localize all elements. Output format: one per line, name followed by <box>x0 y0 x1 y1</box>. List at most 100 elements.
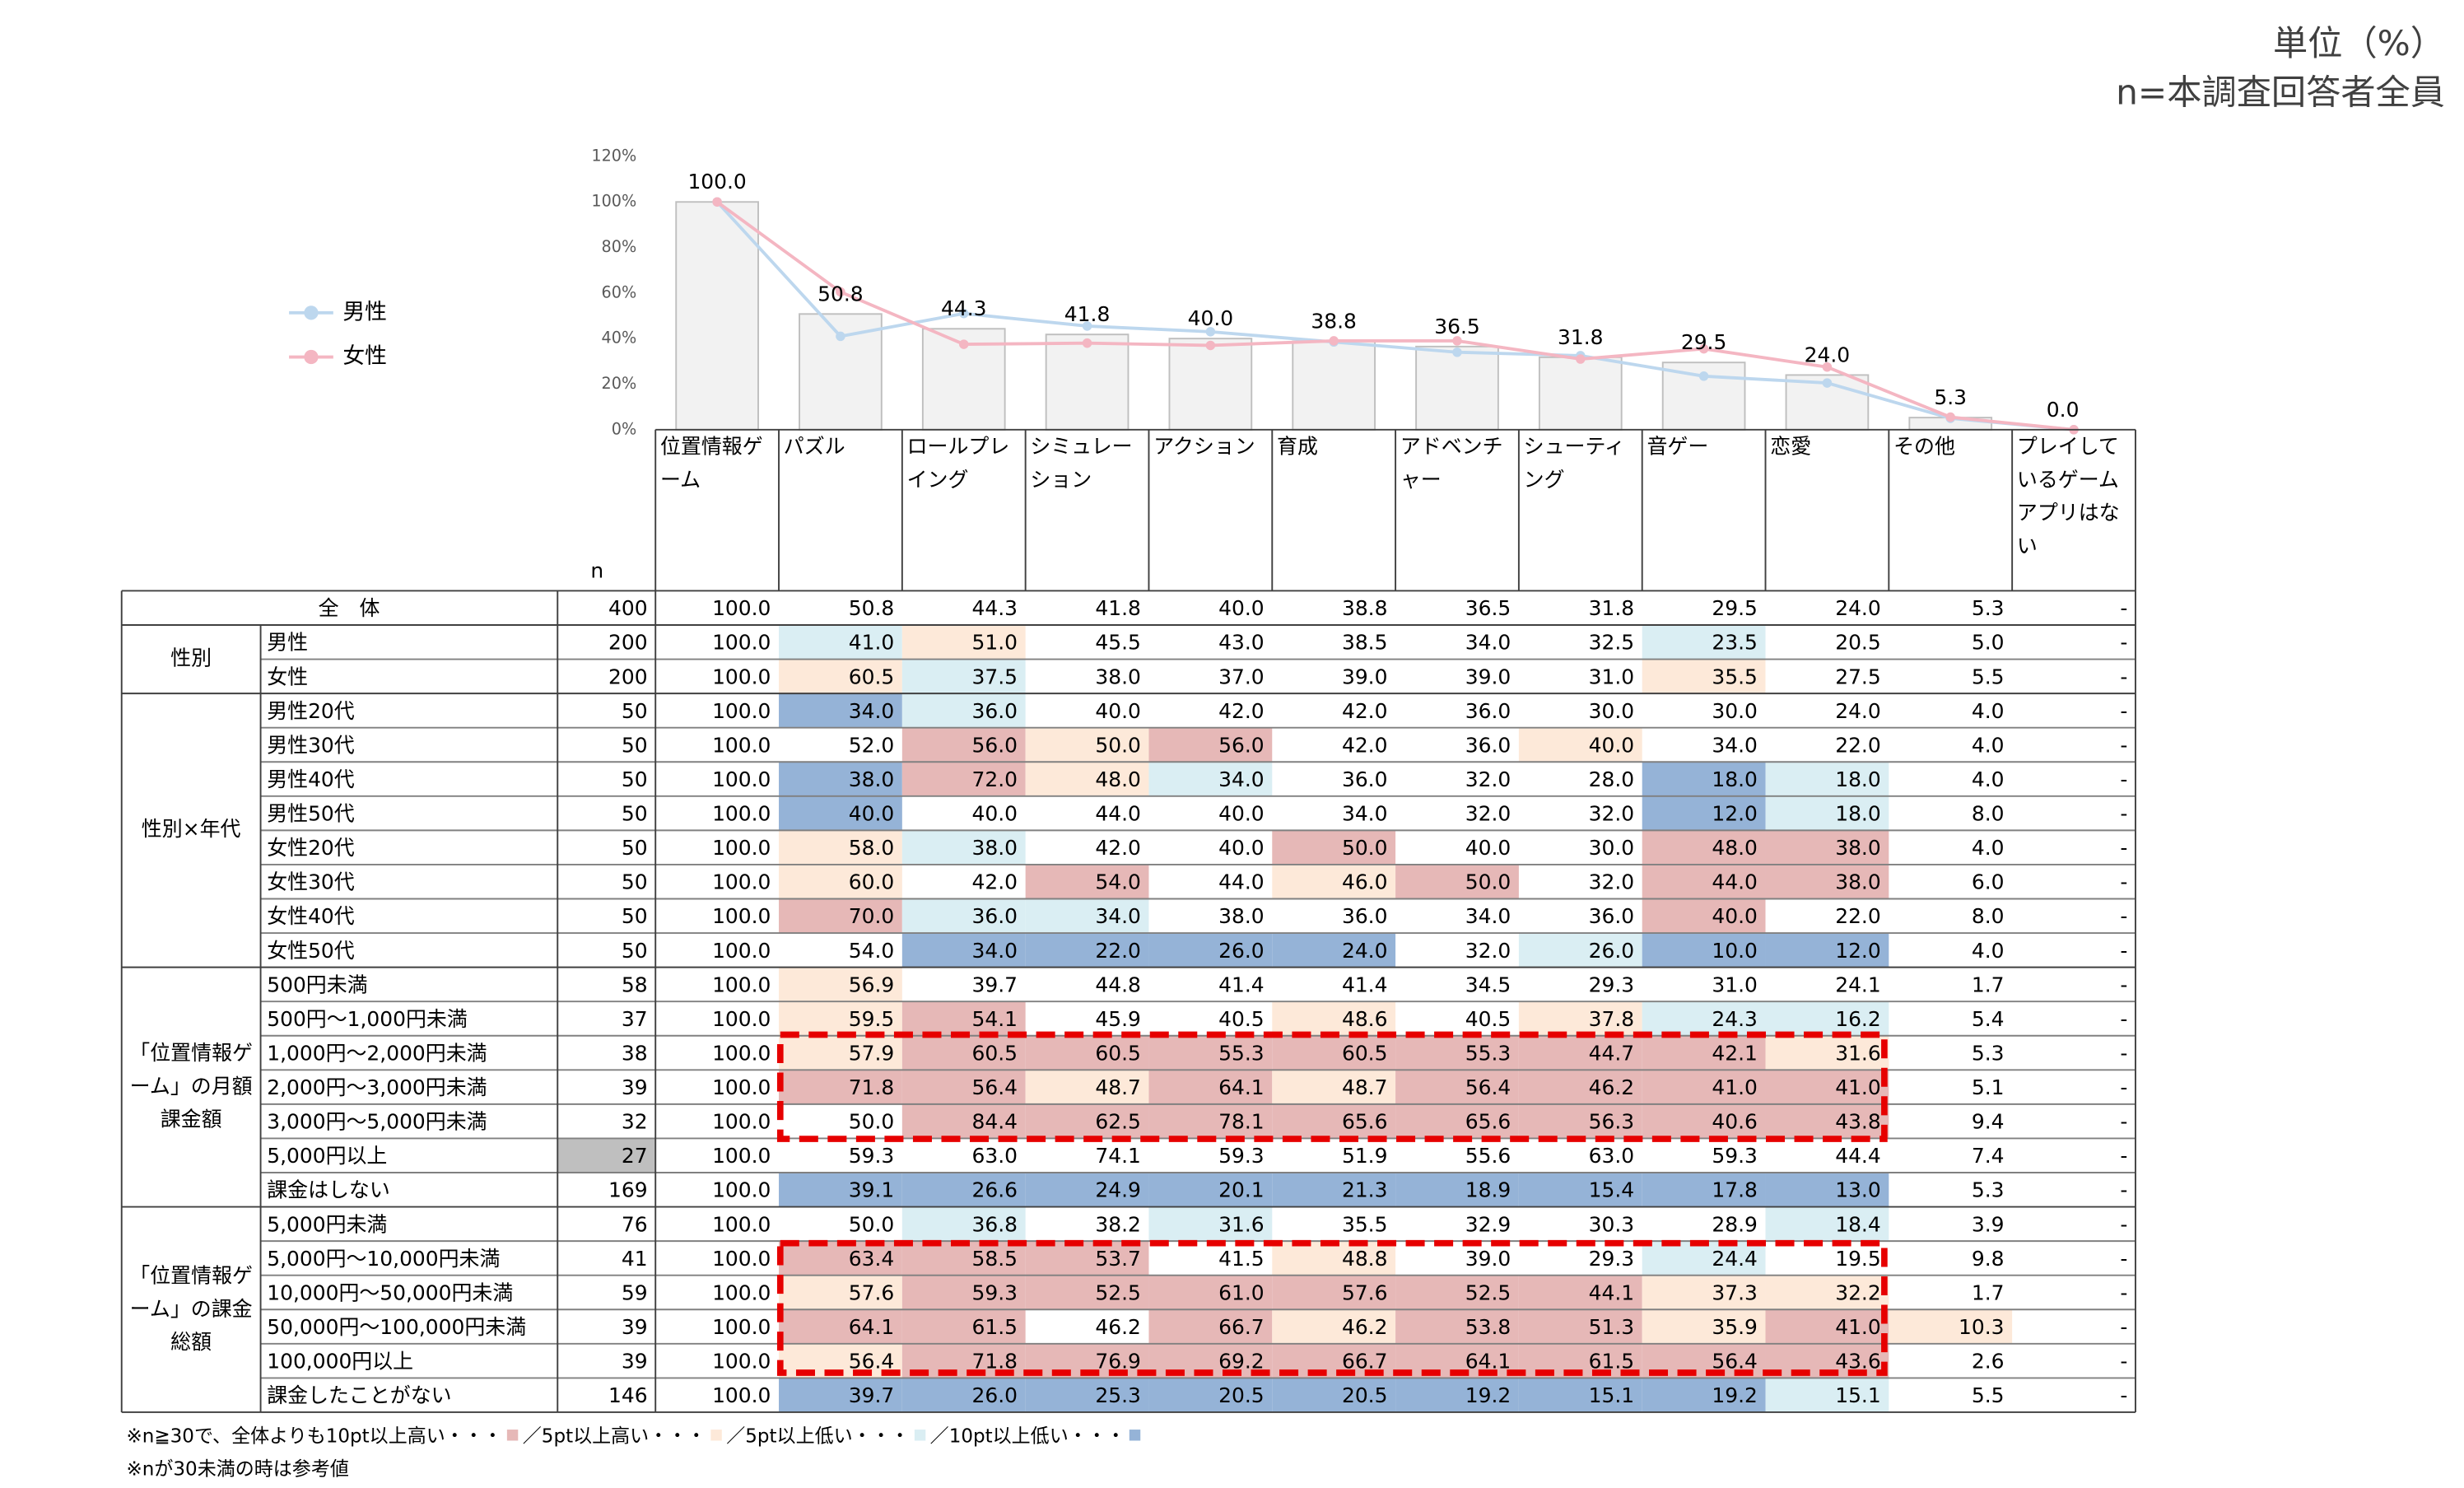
cell-value: 46.2 <box>1589 1075 1635 1099</box>
series-marker <box>1576 354 1586 364</box>
cell-value: 72.0 <box>972 767 1018 791</box>
cell-value: 64.1 <box>849 1315 895 1339</box>
n-value: 200 <box>608 631 648 655</box>
cell-shade <box>901 898 1026 934</box>
cell-shade <box>901 830 1026 865</box>
cell-value: 4.0 <box>1972 767 2005 791</box>
cell-value: 44.8 <box>1095 973 1141 996</box>
cell-value: - <box>2120 836 2127 860</box>
cell-value: 1.7 <box>1972 973 2005 996</box>
cell-shade <box>779 1001 902 1036</box>
cell-value: 36.0 <box>1589 904 1635 928</box>
cell-value: 24.0 <box>1342 939 1388 963</box>
cell-value: 100.0 <box>712 699 771 723</box>
cell-value: 40.0 <box>1465 836 1511 860</box>
cell-value: 34.0 <box>1095 904 1141 928</box>
cell-value: 41.0 <box>1835 1315 1881 1339</box>
cell-value: 31.0 <box>1589 665 1635 688</box>
row-label: 100,000円以上 <box>267 1350 413 1374</box>
cell-shade <box>779 967 902 1002</box>
note-swatch <box>710 1430 722 1441</box>
cell-value: 100.0 <box>712 596 771 620</box>
note-text: ／5pt以上低い・・・ <box>726 1425 910 1448</box>
cell-value: 56.3 <box>1589 1110 1635 1134</box>
cell-shade <box>1642 1070 1766 1104</box>
cell-shade <box>779 693 902 728</box>
cell-value: 69.2 <box>1218 1350 1265 1374</box>
cell-value: 54.0 <box>1095 870 1141 894</box>
cell-value: - <box>2120 870 2127 894</box>
row-label: 女性50代 <box>267 939 355 963</box>
cell-value: 31.0 <box>1712 973 1758 996</box>
cell-value: 50.0 <box>849 1212 895 1236</box>
cell-value: 100.0 <box>712 1007 771 1031</box>
cell-value: 31.8 <box>1589 596 1635 620</box>
row-label: 女性20代 <box>267 836 355 860</box>
cell-value: 4.0 <box>1972 939 2005 963</box>
cell-value: 5.3 <box>1972 1178 2005 1202</box>
group-label: 性別×年代 <box>141 818 241 842</box>
cell-value: 50.0 <box>1095 733 1141 757</box>
cell-value: 43.8 <box>1835 1110 1881 1134</box>
n-value: 169 <box>608 1178 648 1202</box>
n-value: 50 <box>622 836 648 860</box>
cell-shade <box>1765 1103 1889 1139</box>
cell-shade <box>901 625 1026 660</box>
cell-shade <box>1025 1275 1149 1310</box>
y-tick-label: 120% <box>591 146 636 165</box>
cell-value: 18.0 <box>1835 767 1881 791</box>
value-label: 31.8 <box>1558 325 1604 349</box>
cell-shade <box>1148 1378 1273 1412</box>
value-label: 36.5 <box>1434 315 1480 338</box>
cell-value: 36.0 <box>1465 733 1511 757</box>
n-value: 39 <box>622 1075 648 1099</box>
cell-value: 36.0 <box>972 699 1018 723</box>
cell-value: 34.0 <box>1342 802 1388 826</box>
cell-value: - <box>2120 767 2127 791</box>
cell-value: 35.5 <box>1342 1212 1388 1236</box>
cell-value: 13.0 <box>1835 1178 1881 1202</box>
cell-value: 100.0 <box>712 665 771 688</box>
cell-value: 100.0 <box>712 1247 771 1271</box>
cell-shade <box>779 1309 902 1344</box>
cell-value: 4.0 <box>1972 733 2005 757</box>
cell-value: 2.6 <box>1972 1350 2005 1374</box>
cell-shade <box>1889 1309 2013 1344</box>
n-value: 41 <box>622 1247 648 1271</box>
note-swatch <box>914 1430 925 1441</box>
cell-shade <box>1025 1241 1149 1276</box>
cell-value: 54.1 <box>972 1007 1018 1031</box>
cell-shade <box>901 1035 1026 1071</box>
cell-value: 6.0 <box>1972 870 2005 894</box>
cell-value: 36.0 <box>972 904 1018 928</box>
column-header: 恋愛 <box>1770 436 1812 460</box>
cell-value: 24.0 <box>1835 699 1881 723</box>
cell-value: 55.6 <box>1465 1144 1511 1168</box>
cell-value: 22.0 <box>1835 733 1881 757</box>
note-text: ／10pt以上低い・・・ <box>929 1425 1125 1448</box>
cell-value: 48.7 <box>1342 1075 1388 1099</box>
cell-value: 40.6 <box>1712 1110 1758 1134</box>
cell-shade <box>1642 625 1766 660</box>
unit-label: 単位（%） <box>2273 25 2445 65</box>
legend-label: 女性 <box>342 343 387 369</box>
cell-value: - <box>2120 802 2127 826</box>
cell-value: 100.0 <box>712 1350 771 1374</box>
cell-value: 38.2 <box>1095 1212 1141 1236</box>
cell-value: - <box>2120 1315 2127 1339</box>
n-value: 50 <box>622 733 648 757</box>
cell-value: 48.8 <box>1342 1247 1388 1271</box>
cell-value: 66.7 <box>1218 1315 1265 1339</box>
cell-value: 37.3 <box>1712 1280 1758 1304</box>
cell-value: 40.5 <box>1218 1007 1265 1031</box>
cell-value: 100.0 <box>712 1178 771 1202</box>
n-value: 50 <box>622 699 648 723</box>
series-marker <box>1945 412 1955 422</box>
cell-value: 100.0 <box>712 1280 771 1304</box>
cell-shade <box>1148 1035 1273 1071</box>
legend-marker <box>304 349 319 365</box>
cell-value: 16.2 <box>1835 1007 1881 1031</box>
cell-value: 32.2 <box>1835 1280 1881 1304</box>
cell-shade <box>1765 1378 1889 1412</box>
